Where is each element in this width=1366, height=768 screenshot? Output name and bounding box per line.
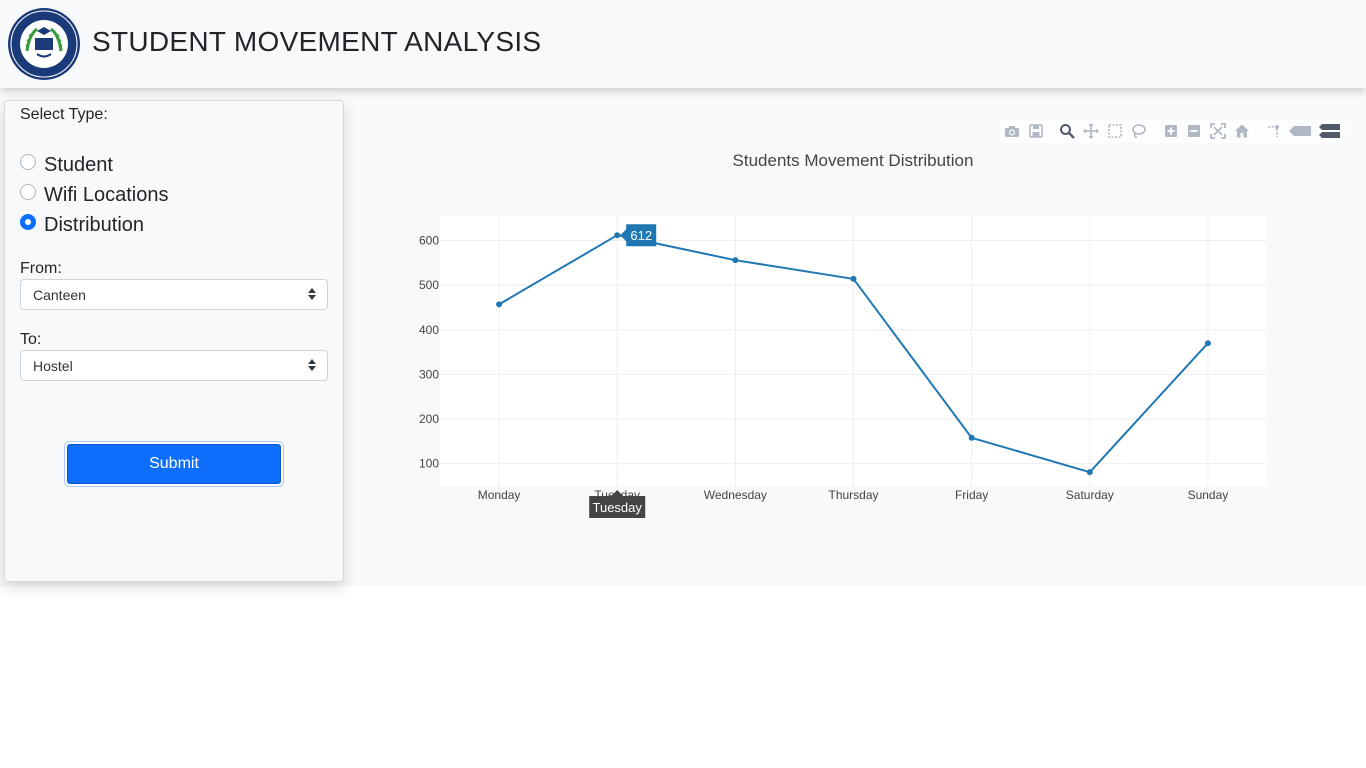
app-header: STUDENT MOVEMENT ANALYSIS (0, 0, 1366, 88)
y-tick-label: 100 (419, 457, 439, 471)
radio-distribution[interactable]: Distribution (20, 213, 144, 237)
pan-icon[interactable] (1079, 120, 1103, 142)
line-chart: 100 200 300 400 500 600 Monday Tuesday Wednesday… (419, 216, 1267, 518)
data-point (1204, 340, 1211, 347)
select-caret-icon (307, 359, 317, 373)
zoom-icon[interactable] (1056, 120, 1080, 142)
hover-category-label: Tuesday (593, 500, 643, 515)
x-tick-label: Sunday (1188, 488, 1229, 502)
select-caret-icon (307, 288, 317, 302)
from-label: From: (20, 260, 62, 277)
radio-wifi-locations[interactable]: Wifi Locations (20, 183, 169, 207)
lasso-icon[interactable] (1127, 120, 1151, 142)
zoom-out-icon[interactable] (1182, 120, 1206, 142)
x-tick-label: Monday (478, 488, 521, 502)
reset-axes-icon[interactable] (1230, 120, 1254, 142)
hover-category-box (589, 490, 646, 518)
radio-wifi-locations-label: Wifi Locations (44, 183, 169, 206)
save-icon[interactable] (1024, 120, 1048, 142)
to-select-value: Hostel (33, 357, 73, 374)
chart-title: Students Movement Distribution (732, 151, 974, 170)
spike-lines-icon[interactable] (1262, 120, 1286, 142)
chart-modebar (1000, 119, 1345, 143)
y-tick-label: 500 (419, 278, 439, 292)
radio-student[interactable]: Student (20, 153, 113, 177)
data-point (732, 257, 739, 264)
submit-button[interactable]: Submit (67, 444, 281, 484)
radio-student-button[interactable] (20, 154, 36, 170)
y-tick-label: 600 (419, 234, 439, 248)
x-tick-label: Wednesday (704, 488, 767, 502)
camera-icon[interactable] (1000, 120, 1024, 142)
x-tick-label: Saturday (1066, 488, 1114, 502)
box-select-icon[interactable] (1103, 120, 1127, 142)
select-type-label: Select Type: (20, 106, 108, 123)
data-point (496, 301, 503, 308)
from-select[interactable]: Canteen (20, 279, 328, 310)
filter-panel: Select Type: Student Wifi Locations Dist… (4, 100, 344, 582)
hover-compare-icon[interactable] (1315, 120, 1345, 142)
radio-distribution-button[interactable] (20, 214, 36, 230)
hover-value-label: 612 (630, 228, 652, 243)
data-point (850, 275, 857, 282)
autoscale-icon[interactable] (1206, 120, 1230, 142)
x-tick-label: Thursday (828, 488, 878, 502)
to-label: To: (20, 331, 42, 348)
chart-container: 100 200 300 400 500 600 Monday Tuesday Wednesday… (350, 100, 1360, 580)
data-point (968, 434, 975, 441)
institute-logo (8, 8, 80, 80)
radio-distribution-label: Distribution (44, 213, 145, 236)
hover-value-box (620, 224, 657, 247)
page-title: STUDENT MOVEMENT ANALYSIS (92, 26, 542, 57)
radio-student-label: Student (44, 153, 113, 176)
x-tick-label: Friday (955, 488, 988, 502)
y-tick-label: 400 (419, 323, 439, 337)
radio-wifi-locations-button[interactable] (20, 184, 36, 200)
from-select-value: Canteen (33, 286, 86, 303)
data-point (614, 232, 621, 239)
hover-closest-icon[interactable] (1286, 120, 1316, 142)
zoom-in-icon[interactable] (1159, 120, 1183, 142)
to-select[interactable]: Hostel (20, 350, 328, 381)
y-tick-label: 300 (419, 367, 439, 381)
y-tick-label: 200 (419, 412, 439, 426)
data-point (1086, 469, 1093, 476)
